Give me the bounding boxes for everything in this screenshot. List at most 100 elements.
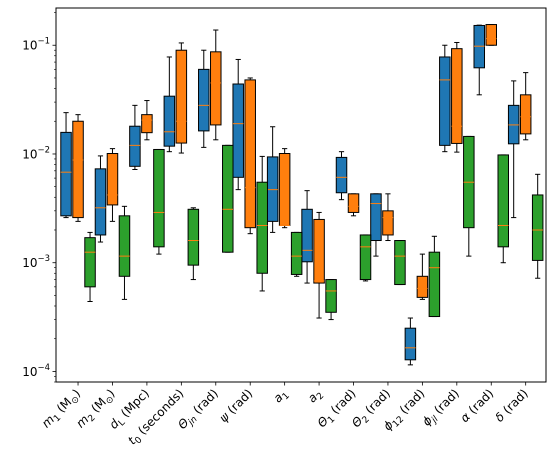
- box-iqr: [256, 181, 268, 274]
- x-category-label: a1: [271, 386, 292, 407]
- box-group: [359, 234, 372, 282]
- x-category-label-part: 1: [326, 415, 337, 426]
- box-iqr: [301, 208, 313, 263]
- box-iqr: [232, 83, 244, 178]
- x-category-label: ϕjl (rad): [419, 386, 464, 431]
- y-tick-base: 10: [22, 256, 37, 270]
- box-iqr: [118, 215, 131, 277]
- box-series: [60, 24, 544, 366]
- box-iqr: [141, 114, 153, 134]
- box-iqr: [244, 79, 256, 229]
- plot-frame: [55, 7, 547, 383]
- box-iqr: [187, 208, 200, 266]
- box-iqr: [485, 24, 497, 46]
- box-iqr: [347, 193, 360, 213]
- box-iqr: [222, 144, 234, 253]
- x-category-label: a2: [305, 386, 326, 407]
- box-iqr: [129, 125, 141, 167]
- box-group: [370, 193, 382, 257]
- box-group: [175, 42, 188, 154]
- box-iqr: [404, 327, 417, 361]
- box-group: [507, 80, 520, 219]
- x-category-label-part: (rad): [360, 386, 393, 419]
- y-tick-base: 10: [22, 147, 37, 161]
- box-iqr: [278, 153, 291, 226]
- y-tick-label: 10−4: [22, 363, 50, 379]
- box-iqr: [60, 131, 72, 217]
- x-category-label-part: 2: [87, 413, 98, 424]
- x-axis: m1 (M⊙)m2 (M⊙)dL (Mpc)t0 (seconds)Θjn (r…: [39, 382, 531, 448]
- box-iqr: [72, 120, 84, 219]
- box-group: [198, 49, 210, 148]
- y-tick-label: 10−1: [22, 37, 50, 53]
- box-group: [118, 205, 131, 300]
- x-category-label-part: 1: [281, 391, 292, 402]
- box-iqr: [382, 210, 394, 236]
- x-category-label: α (rad): [457, 386, 496, 425]
- y-tick-base: 10: [22, 365, 37, 379]
- x-category-label-part: 2: [315, 391, 326, 402]
- box-group: [256, 155, 268, 292]
- box-iqr: [497, 154, 509, 248]
- box-group: [451, 41, 463, 153]
- x-category-label-part: 1: [52, 413, 63, 424]
- box-group: [141, 100, 153, 141]
- y-tick-label: 10−2: [22, 145, 50, 161]
- box-iqr: [84, 237, 96, 288]
- x-category-label-part: L: [117, 418, 128, 429]
- box-iqr: [313, 218, 325, 284]
- box-group: [222, 144, 234, 253]
- box-iqr: [153, 148, 165, 248]
- y-tick-exponent: −4: [37, 363, 50, 373]
- box-iqr: [519, 94, 532, 135]
- box-iqr: [210, 51, 222, 126]
- box-iqr: [394, 240, 406, 286]
- box-group: [60, 112, 72, 219]
- box-iqr: [290, 231, 303, 275]
- x-category-label: δ (rad): [492, 386, 530, 424]
- box-group: [187, 207, 200, 281]
- box-group: [153, 148, 165, 255]
- x-category-label-part: (rad): [498, 386, 531, 419]
- box-group: [244, 77, 256, 235]
- box-iqr: [106, 153, 119, 206]
- y-tick-exponent: −3: [37, 254, 50, 264]
- box-group: [94, 155, 107, 243]
- box-iqr: [439, 56, 451, 146]
- box-group: [129, 104, 141, 170]
- y-tick-exponent: −1: [37, 37, 50, 47]
- box-group: [84, 231, 96, 302]
- box-group: [394, 240, 406, 286]
- box-iqr: [325, 279, 337, 313]
- box-group: [325, 279, 337, 321]
- box-group: [485, 24, 497, 46]
- box-group: [72, 114, 84, 222]
- box-group: [301, 190, 313, 284]
- box-group: [210, 29, 222, 141]
- box-iqr: [416, 275, 429, 298]
- box-iqr: [335, 156, 348, 194]
- y-tick-label: 10−3: [22, 254, 50, 270]
- box-iqr: [175, 49, 188, 144]
- box-group: [106, 148, 119, 222]
- x-category-label-part: 0: [133, 435, 144, 446]
- box-group: [531, 173, 544, 279]
- box-group: [463, 135, 475, 257]
- x-category-label-part: 2: [361, 415, 372, 426]
- box-group: [347, 193, 360, 217]
- box-iqr: [198, 68, 210, 132]
- box-group: [519, 72, 532, 141]
- box-iqr: [359, 234, 372, 281]
- box-group: [416, 253, 429, 300]
- y-axis: 10−410−310−210−1: [22, 12, 56, 383]
- box-group: [497, 154, 509, 264]
- x-category-label-part: (rad): [222, 386, 255, 419]
- box-group: [313, 211, 325, 319]
- box-iqr: [163, 95, 176, 147]
- box-group: [428, 235, 441, 318]
- box-group: [335, 151, 348, 201]
- box-group: [232, 58, 244, 191]
- box-group: [439, 44, 451, 153]
- box-iqr: [428, 251, 441, 318]
